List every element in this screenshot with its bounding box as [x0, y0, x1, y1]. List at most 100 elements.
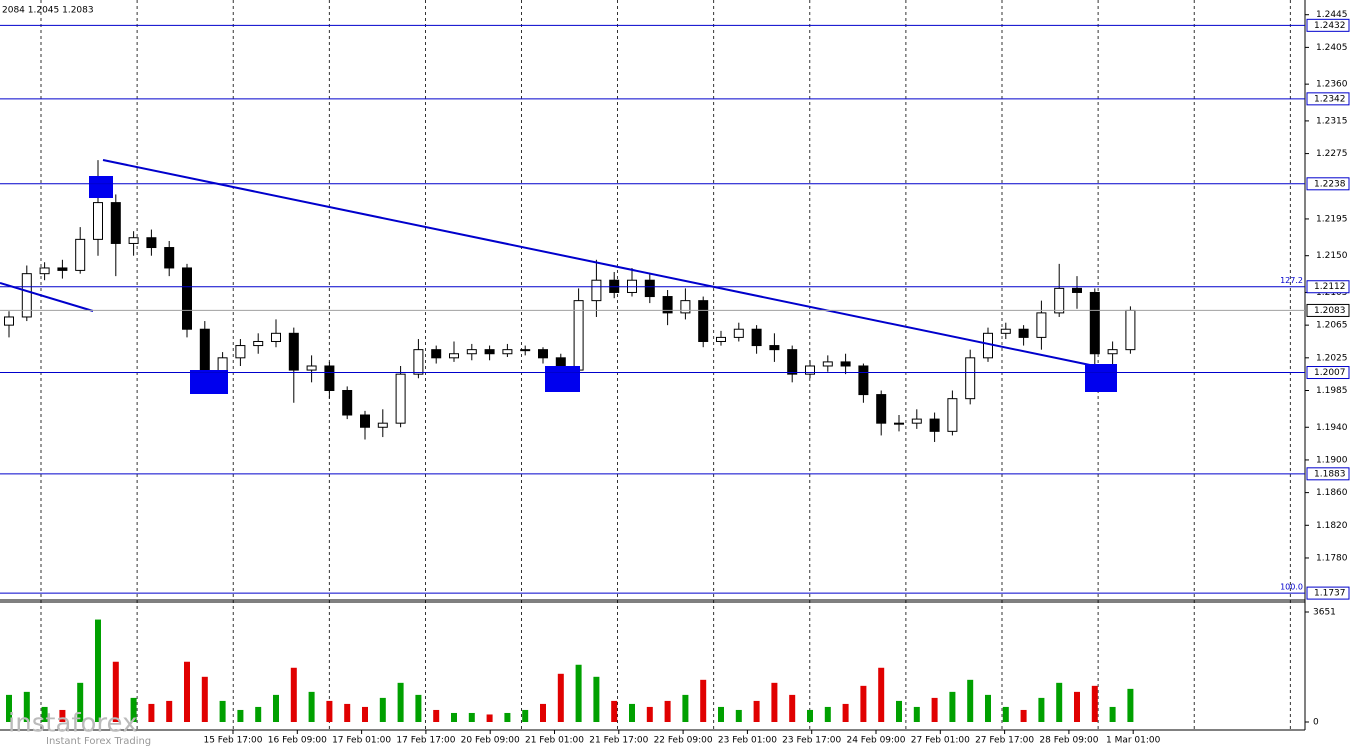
x-tick-label: 22 Feb 09:00 [654, 736, 713, 746]
x-tick-label: 16 Feb 09:00 [268, 736, 327, 746]
candle-body [911, 418, 922, 424]
candle-body [680, 300, 691, 314]
candle-body [733, 328, 744, 338]
y-tick-label: 1.2150 [1316, 251, 1348, 261]
y-tick-label: 1.2025 [1316, 353, 1348, 363]
volume-bar [985, 694, 991, 722]
marker [190, 370, 228, 394]
x-tick-label: 21 Feb 17:00 [589, 736, 648, 746]
marker [89, 176, 113, 198]
candle-body [271, 332, 281, 342]
volume-bar [771, 682, 778, 722]
volume-bar [789, 694, 796, 722]
candle-body [342, 389, 353, 416]
candle-body [1000, 328, 1011, 334]
y-tick-label: 1.2195 [1316, 214, 1348, 224]
x-tick-label: 24 Feb 09:00 [846, 736, 905, 746]
candle-body [983, 332, 993, 359]
fib-label: 100.0 [1280, 583, 1303, 592]
candle-body [128, 237, 139, 244]
volume-tick-label: 3651 [1313, 608, 1336, 618]
candle-body [360, 414, 370, 428]
volume-bar [735, 709, 742, 722]
volume-bar [184, 661, 190, 722]
candle-body [395, 373, 406, 424]
x-tick-label: 17 Feb 01:00 [332, 736, 391, 746]
volume-bar [379, 697, 386, 722]
candle-body [75, 238, 86, 271]
x-tick-label: 17 Feb 17:00 [396, 736, 455, 746]
x-tick-label: 23 Feb 17:00 [782, 736, 841, 746]
candle-body [253, 340, 264, 347]
volume-bar [362, 706, 368, 722]
candle-body [413, 349, 424, 375]
candle-body [662, 296, 673, 314]
candle-body [377, 422, 388, 428]
volume-bar [1056, 682, 1063, 722]
candle-body [1018, 328, 1029, 338]
candle-body [1107, 349, 1118, 355]
trend-line [102, 159, 1091, 366]
volume-bar [967, 679, 974, 722]
volume-bar [753, 700, 760, 722]
candle-body [787, 349, 798, 375]
candle-body [324, 365, 335, 391]
candle-body [858, 365, 869, 396]
candle-body [965, 357, 976, 400]
candle-body [306, 365, 317, 371]
volume-bar [166, 700, 173, 722]
volume-bar [842, 703, 849, 722]
candle-body [1072, 287, 1082, 293]
volume-bar [664, 700, 671, 722]
volume-bar [522, 709, 529, 722]
candle-body [751, 328, 762, 347]
candle-body [21, 273, 32, 318]
candle-body [591, 279, 602, 302]
level-label: 1.2238 [1314, 179, 1346, 189]
volume-bar [201, 676, 208, 722]
volume-bar [1020, 709, 1027, 722]
volume-bar [1091, 685, 1098, 722]
candle-body [57, 267, 68, 271]
volume-bar [326, 700, 333, 722]
candle-body [1036, 312, 1047, 338]
volume-bar [112, 661, 119, 722]
volume-bar [148, 703, 155, 722]
y-tick-label: 1.1860 [1316, 488, 1348, 498]
candle-body [698, 300, 709, 342]
volume-bar [451, 712, 457, 722]
marker [545, 366, 580, 392]
volume-bar [575, 664, 582, 722]
candle-body [769, 345, 780, 351]
y-tick-label: 1.2360 [1316, 80, 1348, 90]
candle-body [822, 361, 833, 367]
level-label: 1.2342 [1314, 94, 1346, 104]
watermark-tagline: Instant Forex Trading [46, 736, 151, 747]
candle-body [573, 300, 584, 371]
x-tick-label: 28 Feb 09:00 [1039, 736, 1098, 746]
volume-bar [6, 694, 12, 722]
current-price-label: 1.2083 [1314, 306, 1346, 316]
volume-bar [41, 706, 48, 722]
candle-body [947, 398, 958, 432]
trend-line [0, 282, 94, 312]
volume-bar [504, 712, 511, 722]
level-label-box [1306, 586, 1350, 600]
volume-bar [468, 712, 475, 722]
marker [1085, 364, 1117, 392]
volume-bar [273, 694, 279, 722]
volume-bar [397, 682, 404, 722]
candle-body [164, 247, 175, 269]
level-label: 1.1883 [1314, 469, 1346, 479]
candle-body [288, 332, 299, 371]
volume-bar [344, 703, 351, 722]
volume-bar [59, 709, 66, 722]
level-label: 1.2007 [1314, 368, 1346, 378]
y-tick-label: 1.1900 [1316, 455, 1348, 465]
volume-bar [540, 703, 546, 722]
x-tick-label: 20 Feb 09:00 [461, 736, 520, 746]
volume-bar [931, 697, 938, 722]
fib-label: 127.2 [1280, 276, 1303, 285]
x-tick-label: 27 Feb 17:00 [975, 736, 1034, 746]
candle-body [39, 267, 50, 275]
